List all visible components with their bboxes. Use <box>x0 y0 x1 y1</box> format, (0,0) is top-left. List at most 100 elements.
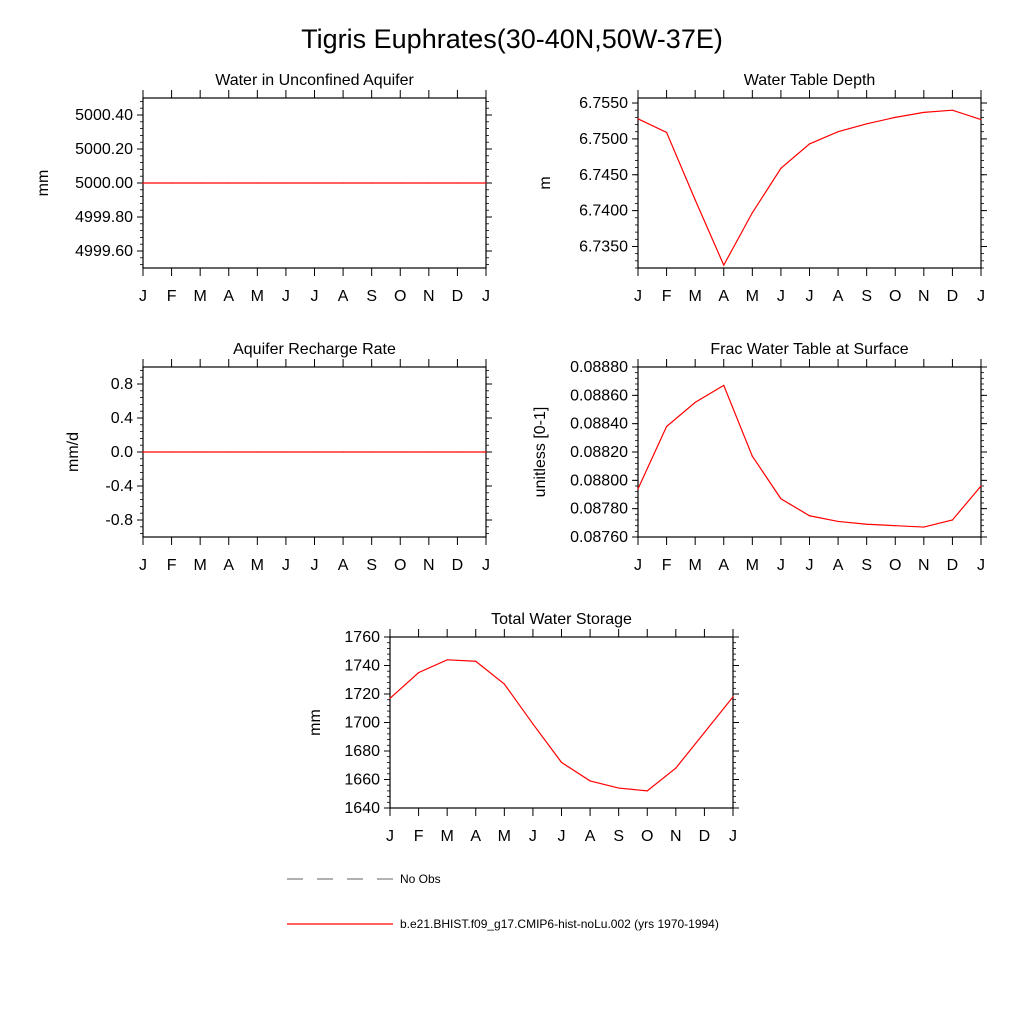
panel-title: Water Table Depth <box>744 72 876 89</box>
x-tick-label: J <box>777 557 785 574</box>
data-point <box>694 401 696 404</box>
x-tick-label: S <box>366 557 377 574</box>
data-point <box>589 780 591 782</box>
data-point <box>732 696 734 698</box>
x-tick-label: D <box>452 557 464 574</box>
x-tick-label: J <box>282 288 290 305</box>
data-point <box>637 488 639 490</box>
data-point <box>456 182 459 184</box>
data-point <box>866 523 868 525</box>
y-axis-label: mm <box>35 170 52 197</box>
data-point <box>371 451 373 453</box>
data-point <box>342 451 344 453</box>
data-point <box>399 182 401 184</box>
panel-title: Frac Water Table at Surface <box>710 341 908 358</box>
data-point <box>780 167 782 169</box>
data-point <box>485 182 487 184</box>
y-tick-label: 6.7400 <box>579 203 628 220</box>
y-tick-label: 5000.20 <box>75 141 133 158</box>
x-tick-label: N <box>918 288 930 305</box>
x-tick-label: A <box>470 828 481 845</box>
data-point <box>808 143 811 145</box>
y-tick-label: 0.08760 <box>570 529 628 546</box>
x-tick-label: D <box>699 828 711 845</box>
y-tick-label: 0.08800 <box>570 472 628 489</box>
data-point <box>285 182 287 184</box>
x-tick-label: J <box>482 557 490 574</box>
x-tick-label: A <box>585 828 596 845</box>
x-tick-label: N <box>918 557 930 574</box>
y-tick-label: 6.7450 <box>579 167 628 184</box>
y-tick-label: 0.08780 <box>570 501 628 518</box>
panel-3: Aquifer Recharge Rate mm/d 0.8 0.4 0.0 -0.4 -0… <box>65 341 492 574</box>
y-tick-label: 6.7550 <box>579 95 628 112</box>
data-point <box>285 451 287 453</box>
panel-title: Aquifer Recharge Rate <box>233 341 396 358</box>
y-tick-label: 5000.00 <box>75 175 133 192</box>
x-tick-label: J <box>634 288 642 305</box>
x-tick-label: J <box>482 288 490 305</box>
x-tick-label: J <box>139 557 147 574</box>
panel-5: Total Water Storage mm 1760 1740 1720 1700 168… <box>307 611 739 845</box>
panel-1: Water in Unconfined Aquifer mm 5000.40 5000… <box>35 72 492 305</box>
x-tick-label: D <box>947 288 959 305</box>
x-tick-label: D <box>947 557 959 574</box>
data-point <box>808 515 811 517</box>
data-point <box>751 455 753 457</box>
figure-title: Tigris Euphrates(30-40N,50W-37E) <box>301 24 723 54</box>
data-point <box>723 264 725 266</box>
y-axis-label: m <box>537 176 554 189</box>
data-point <box>142 182 144 184</box>
x-tick-label: O <box>889 557 901 574</box>
data-point <box>894 525 896 527</box>
panel-title: Total Water Storage <box>491 611 632 628</box>
x-tick-label: J <box>977 557 985 574</box>
y-tick-label: 1700 <box>344 715 380 732</box>
data-point <box>837 131 839 133</box>
plot-frame <box>637 366 982 538</box>
legend-obs-label: No Obs <box>400 872 441 886</box>
x-tick-label: N <box>670 828 682 845</box>
x-tick-label: A <box>338 557 349 574</box>
x-tick-label: F <box>414 828 424 845</box>
data-point <box>313 182 316 184</box>
x-tick-label: M <box>689 557 702 574</box>
panel-title: Water in Unconfined Aquifer <box>215 72 414 89</box>
x-tick-label: J <box>729 828 737 845</box>
data-point <box>428 451 430 453</box>
data-point <box>199 182 201 184</box>
data-point <box>923 526 925 528</box>
data-point <box>646 790 648 792</box>
legend-model-label: b.e21.BHIST.f09_g17.CMIP6-hist-noLu.002 … <box>400 917 719 931</box>
x-tick-label: J <box>311 288 319 305</box>
x-tick-label: D <box>452 288 464 305</box>
x-tick-label: M <box>194 288 207 305</box>
y-tick-label: 0.08820 <box>570 444 628 461</box>
x-tick-label: F <box>167 557 177 574</box>
x-tick-label: J <box>386 828 394 845</box>
x-tick-label: F <box>662 288 672 305</box>
series-line <box>637 109 982 267</box>
x-tick-label: A <box>718 288 729 305</box>
data-point <box>428 182 430 184</box>
data-point <box>485 451 487 453</box>
x-tick-label: O <box>641 828 653 845</box>
x-tick-label: A <box>338 288 349 305</box>
data-point <box>694 199 696 201</box>
data-point <box>837 520 839 523</box>
x-tick-label: M <box>251 288 264 305</box>
y-axis-label: mm/d <box>65 432 82 472</box>
panel-2: Water Table Depth m 6.7550 6.7500 6.7450 6.74… <box>537 72 987 305</box>
y-tick-label: 5000.40 <box>75 107 133 124</box>
x-tick-label: J <box>634 557 642 574</box>
data-point <box>532 723 534 725</box>
y-tick-label: 0.08840 <box>570 416 628 433</box>
y-tick-label: -0.4 <box>105 478 133 495</box>
x-tick-label: A <box>223 557 234 574</box>
data-point <box>389 697 391 699</box>
data-point <box>228 451 230 453</box>
y-tick-label: 0.08860 <box>570 387 628 404</box>
x-tick-label: J <box>806 288 814 305</box>
x-tick-label: S <box>861 557 872 574</box>
